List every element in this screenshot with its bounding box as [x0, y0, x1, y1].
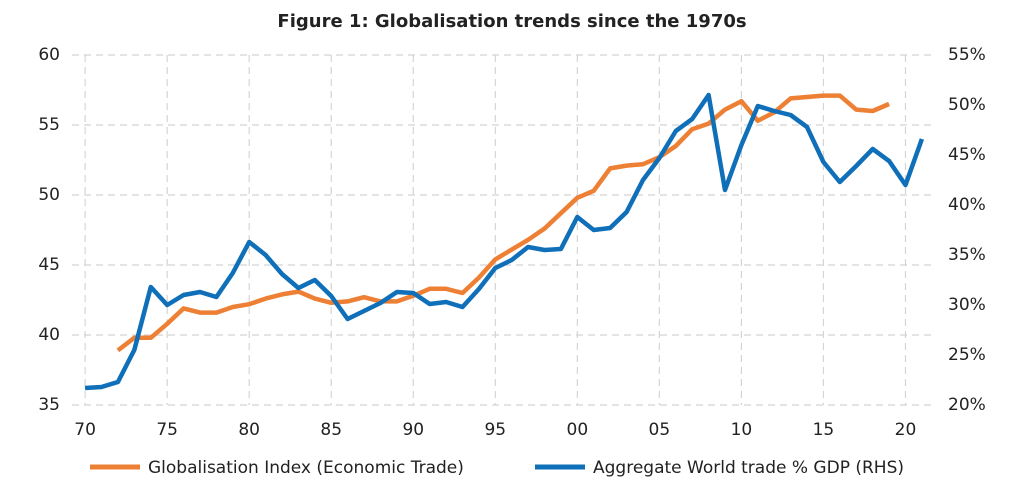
y2-tick-label: 50%: [948, 95, 986, 115]
x-tick-label: 85: [320, 420, 342, 440]
x-tick-label: 10: [731, 420, 753, 440]
y-tick-label: 45: [38, 255, 60, 275]
y2-tick-label: 30%: [948, 295, 986, 315]
x-tick-label: 20: [895, 420, 917, 440]
y-tick-label: 60: [38, 45, 60, 65]
chart-title: Figure 1: Globalisation trends since the…: [277, 11, 746, 32]
y2-tick-label: 55%: [948, 45, 986, 65]
legend-label: Globalisation Index (Economic Trade): [148, 458, 464, 478]
x-tick-label: 05: [649, 420, 671, 440]
y2-tick-label: 20%: [948, 395, 986, 415]
y2-tick-label: 45%: [948, 145, 986, 165]
x-tick-label: 70: [74, 420, 96, 440]
legend-label: Aggregate World trade % GDP (RHS): [593, 458, 904, 478]
y-tick-label: 55: [38, 115, 60, 135]
x-tick-label: 75: [156, 420, 178, 440]
y2-tick-label: 25%: [948, 345, 986, 365]
x-tick-label: 80: [238, 420, 260, 440]
x-tick-label: 00: [567, 420, 589, 440]
x-tick-label: 90: [402, 420, 424, 440]
x-tick-label: 15: [813, 420, 835, 440]
y2-tick-label: 40%: [948, 195, 986, 215]
y2-tick-label: 35%: [948, 245, 986, 265]
y-tick-label: 40: [38, 325, 60, 345]
line-series: [116, 93, 890, 353]
line-series: [84, 92, 925, 391]
y-tick-label: 50: [38, 185, 60, 205]
y-tick-label: 35: [38, 395, 60, 415]
x-tick-label: 95: [484, 420, 506, 440]
